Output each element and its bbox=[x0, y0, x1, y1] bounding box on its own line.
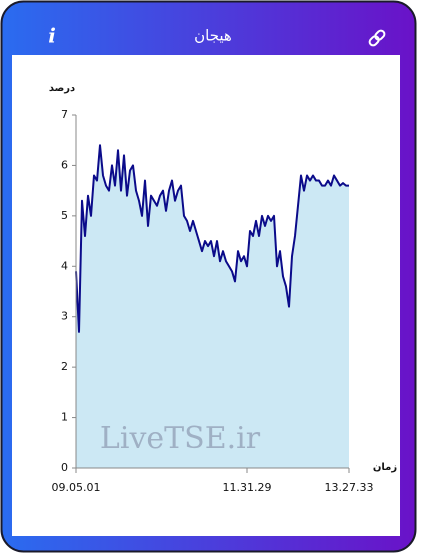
y-tick-label: 5 bbox=[61, 209, 68, 222]
y-tick-label: 7 bbox=[61, 108, 68, 121]
y-tick-label: 4 bbox=[61, 259, 68, 272]
y-tick-label: 0 bbox=[61, 461, 68, 474]
y-tick-label: 3 bbox=[61, 310, 68, 323]
y-tick-label: 2 bbox=[61, 360, 68, 373]
x-tick-label: 09.05.01 bbox=[52, 481, 101, 494]
x-tick-label: 13.27.33 bbox=[325, 481, 374, 494]
link-button[interactable] bbox=[368, 29, 386, 47]
header-title: هیجان bbox=[194, 27, 232, 45]
y-tick-label: 6 bbox=[61, 158, 68, 171]
y-tick-label: 1 bbox=[61, 411, 68, 424]
info-button[interactable]: i bbox=[48, 24, 56, 48]
x-tick-label: 11.31.29 bbox=[223, 481, 272, 494]
watermark: LiveTSE.ir bbox=[100, 421, 261, 456]
y-axis-label: درصد bbox=[49, 83, 75, 94]
chart: درصد زمان LiveTSE.ir 0 1 2 3 4 5 6 7 09.05.01 11.31.… bbox=[49, 83, 398, 494]
x-axis-label: زمان bbox=[373, 462, 397, 473]
line bbox=[75, 144, 349, 333]
area bbox=[76, 145, 349, 468]
